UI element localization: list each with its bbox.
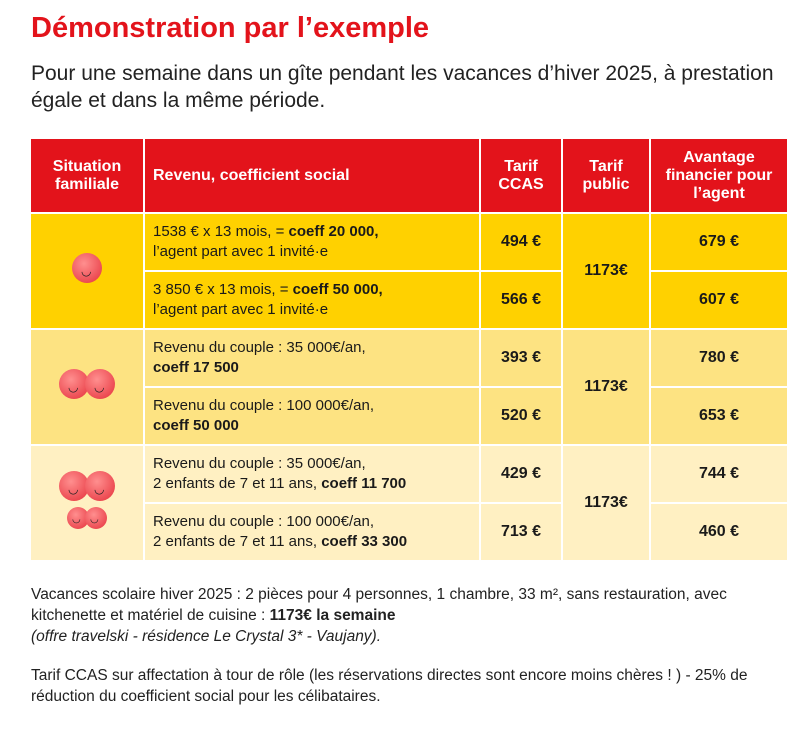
tarif-public: 1173€ bbox=[563, 330, 649, 444]
revenu-cell: 1538 € x 13 mois, = coeff 20 000, l’agent… bbox=[145, 214, 479, 270]
tarif-ccas: 429 € bbox=[481, 446, 561, 502]
header-row: Situation familiale Revenu, coefficient … bbox=[31, 139, 787, 212]
revenu-cell: 3 850 € x 13 mois, = coeff 50 000, l’agen… bbox=[145, 272, 479, 328]
table-row: 1538 € x 13 mois, = coeff 20 000,l’agent… bbox=[31, 214, 787, 328]
table-row: Revenu du couple : 35 000€/an,coeff 17 5… bbox=[31, 330, 787, 444]
avantage: 653 € bbox=[651, 388, 787, 444]
revenu-cell: Revenu du couple : 100 000€/an, 2 enfants… bbox=[145, 504, 479, 560]
tarif-ccas: 566 € bbox=[481, 272, 561, 328]
table-row: Revenu du couple : 35 000€/an,2 enfants … bbox=[31, 446, 787, 560]
table-row: 3 850 € x 13 mois, = coeff 50 000, l’agen… bbox=[31, 272, 787, 328]
revenu-cell: Revenu du couple : 35 000€/an, coeff 17 5… bbox=[145, 330, 479, 386]
tarif-ccas: 713 € bbox=[481, 504, 561, 560]
tarif-ccas: 494 € bbox=[481, 214, 561, 270]
tarif-public: 1173€ bbox=[563, 446, 649, 560]
header-tarif-ccas: Tarif CCAS bbox=[481, 139, 561, 212]
header-revenu: Revenu, coefficient social bbox=[145, 139, 479, 212]
tarif-ccas: 393 € bbox=[481, 330, 561, 386]
page-title: Démonstration par l’exemple bbox=[31, 12, 430, 44]
header-avantage: Avantage financier pour l’agent bbox=[651, 139, 787, 212]
avantage: 607 € bbox=[651, 272, 787, 328]
revenu-cell: Revenu du couple : 100 000€/an, coeff 50 … bbox=[145, 388, 479, 444]
avantage: 744 € bbox=[651, 446, 787, 502]
avantage: 780 € bbox=[651, 330, 787, 386]
family-icon bbox=[31, 446, 143, 560]
footnote-offer: Vacances scolaire hiver 2025 : 2 pièces … bbox=[31, 586, 727, 645]
revenu-cell: Revenu du couple : 35 000€/an, 2 enfants … bbox=[145, 446, 479, 502]
header-situation: Situation familiale bbox=[31, 139, 143, 212]
header-tarif-public: Tarif public bbox=[563, 139, 649, 212]
table-row: Revenu du couple : 100 000€/an, 2 enfants… bbox=[31, 504, 787, 560]
table-row: Revenu du couple : 100 000€/an, coeff 50 … bbox=[31, 388, 787, 444]
single-person-icon bbox=[31, 214, 143, 328]
tarif-public: 1173€ bbox=[563, 214, 649, 328]
footnote-ccas: Tarif CCAS sur affectation à tour de rôl… bbox=[31, 667, 748, 705]
tarif-ccas: 520 € bbox=[481, 388, 561, 444]
avantage: 679 € bbox=[651, 214, 787, 270]
couple-icon bbox=[31, 330, 143, 444]
subtitle: Pour une semaine dans un gîte pendant le… bbox=[31, 62, 774, 112]
avantage: 460 € bbox=[651, 504, 787, 560]
comparison-table: Situation familiale Revenu, coefficient … bbox=[29, 137, 789, 562]
